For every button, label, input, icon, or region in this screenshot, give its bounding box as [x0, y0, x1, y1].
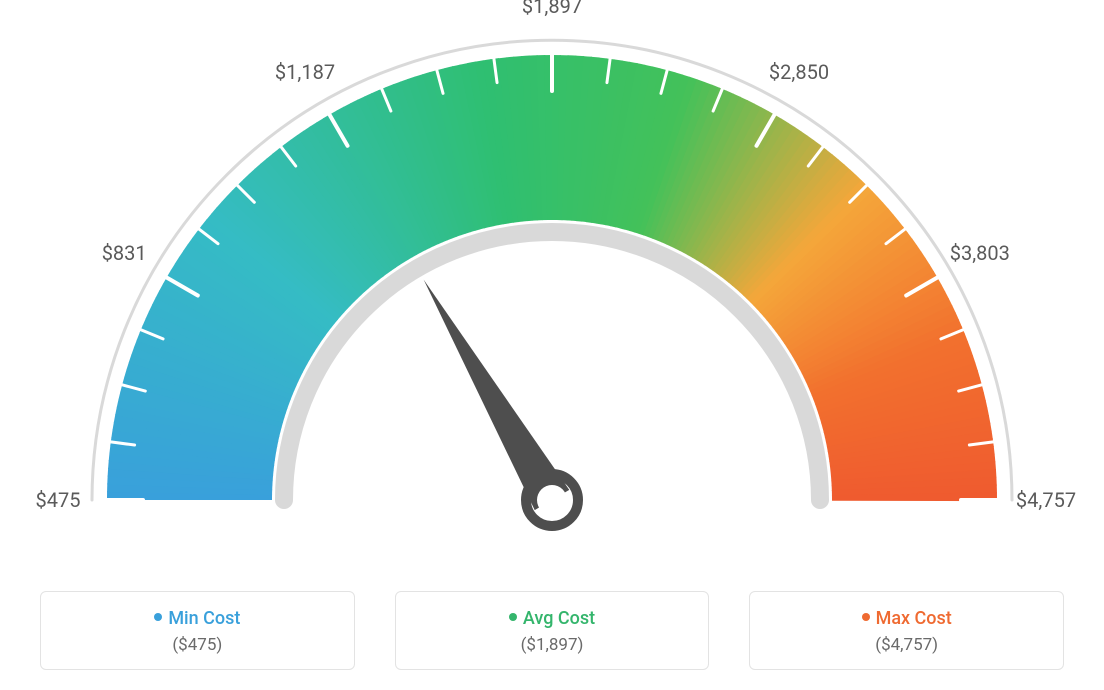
- legend-title-text: Min Cost: [168, 608, 240, 629]
- legend-card-avg: Avg Cost ($1,897): [395, 591, 710, 670]
- legend-title-max: Max Cost: [750, 608, 1063, 629]
- gauge-chart: $475 $831 $1,187 $1,897 $2,850 $3,803 $4,757: [0, 0, 1104, 560]
- gauge-tick-label: $4,757: [1016, 488, 1076, 512]
- legend-card-max: Max Cost ($4,757): [749, 591, 1064, 670]
- legend-value-avg: ($1,897): [396, 635, 709, 655]
- legend-title-min: Min Cost: [41, 608, 354, 629]
- legend-title-avg: Avg Cost: [396, 608, 709, 629]
- legend-row: Min Cost ($475) Avg Cost ($1,897) Max Co…: [0, 591, 1104, 670]
- legend-title-text: Avg Cost: [523, 608, 595, 629]
- dot-icon: [509, 613, 517, 621]
- legend-card-min: Min Cost ($475): [40, 591, 355, 670]
- gauge-svg: [0, 0, 1104, 560]
- dot-icon: [862, 613, 870, 621]
- gauge-tick-label: $2,850: [769, 60, 829, 84]
- gauge-tick-label: $831: [102, 241, 147, 265]
- gauge-tick-label: $1,897: [522, 0, 582, 18]
- dot-icon: [154, 613, 162, 621]
- legend-title-text: Max Cost: [876, 608, 952, 629]
- legend-value-min: ($475): [41, 635, 354, 655]
- gauge-tick-label: $3,803: [950, 241, 1010, 265]
- legend-value-max: ($4,757): [750, 635, 1063, 655]
- gauge-tick-label: $1,187: [275, 60, 335, 84]
- gauge-tick-label: $475: [36, 488, 81, 512]
